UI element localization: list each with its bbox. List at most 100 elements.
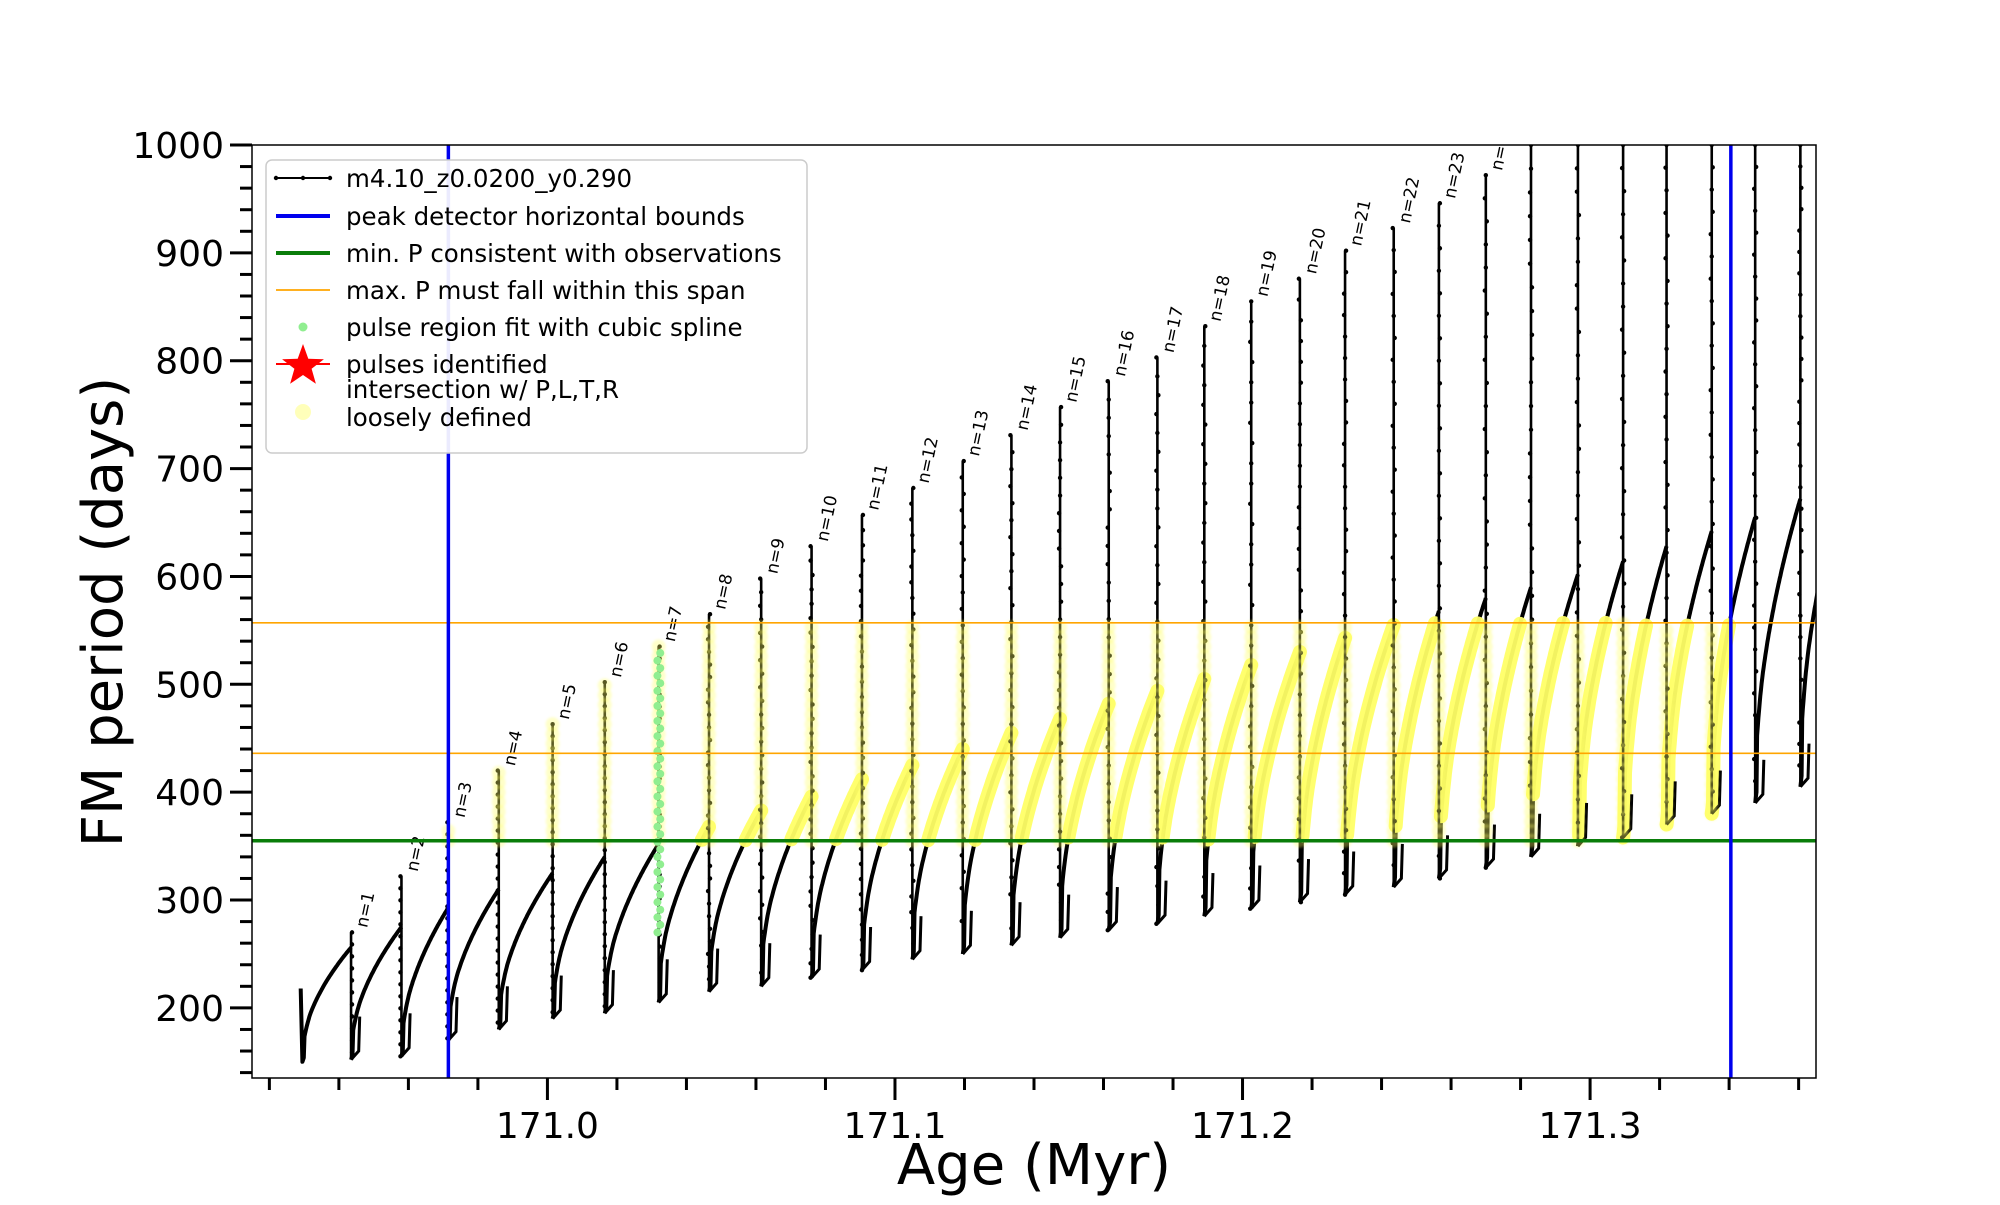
spike-point xyxy=(1202,383,1207,388)
spike-point xyxy=(1342,355,1348,361)
intersection-point xyxy=(1386,756,1401,771)
intersection-point xyxy=(1101,620,1116,635)
intersection-point xyxy=(1338,649,1353,664)
intersection-point xyxy=(1704,641,1719,656)
spike-point xyxy=(1057,440,1063,445)
intersection-band xyxy=(1480,616,1527,813)
intersection-point xyxy=(1478,649,1493,664)
intersection-point xyxy=(1197,736,1212,751)
intersection-point xyxy=(1570,639,1585,654)
intersection-point xyxy=(1478,717,1493,732)
spike-point xyxy=(1665,573,1670,578)
intersection-point xyxy=(1704,738,1719,753)
spike-point xyxy=(1297,463,1303,468)
spike-point xyxy=(1843,690,1847,694)
intersection-point xyxy=(702,814,717,829)
intersection-point xyxy=(597,697,612,712)
y-tick-label: 200 xyxy=(155,989,224,1030)
intersection-point xyxy=(955,639,970,654)
spike-point xyxy=(602,859,607,865)
spike-point xyxy=(1056,882,1062,887)
intersection-point xyxy=(754,775,769,790)
spike-point xyxy=(1574,166,1580,171)
intersection-point xyxy=(1524,649,1539,664)
spike-point xyxy=(1154,600,1159,606)
spike-point xyxy=(1390,357,1395,363)
intersection-point xyxy=(905,629,920,644)
intersection-point xyxy=(1524,717,1539,732)
spike-point xyxy=(1436,223,1442,228)
intersection-point xyxy=(1244,794,1259,809)
intersection-band xyxy=(1108,683,1165,844)
intersection-point xyxy=(1150,707,1165,722)
intersection-point xyxy=(1704,777,1719,792)
intersection-point xyxy=(1292,658,1307,673)
spike-point xyxy=(1798,313,1803,319)
spike-point xyxy=(495,936,500,941)
intersection-point xyxy=(1570,658,1585,673)
spike-point xyxy=(1842,206,1846,210)
intersection-point xyxy=(702,629,717,644)
intersection-point xyxy=(1101,736,1116,751)
spike-point xyxy=(1154,411,1159,417)
spike-point xyxy=(495,1020,500,1025)
spike-point xyxy=(1058,917,1064,923)
spike-point xyxy=(1574,306,1580,311)
intersection-point xyxy=(1478,688,1493,703)
spike-point xyxy=(1797,741,1802,747)
spike-point xyxy=(1886,267,1890,271)
intersection-point xyxy=(1101,668,1116,683)
intersection-point xyxy=(1101,756,1116,771)
intersection-point xyxy=(854,726,869,741)
intersection-point xyxy=(854,620,869,635)
intersection-point xyxy=(1338,775,1353,790)
spike-point xyxy=(859,937,865,942)
spike-point xyxy=(495,924,500,929)
intersection-point xyxy=(804,649,819,664)
intersection-point xyxy=(1101,785,1116,800)
spike-point xyxy=(1886,453,1890,457)
spike-point xyxy=(1797,763,1802,768)
spike-point xyxy=(706,964,712,969)
intersection-point xyxy=(545,765,560,780)
intersection-point xyxy=(754,629,769,644)
spike-point xyxy=(1843,521,1847,525)
spike-point xyxy=(1437,606,1443,611)
spike-point xyxy=(1008,586,1013,591)
spike-point xyxy=(495,912,500,917)
spike-point xyxy=(1343,398,1349,404)
intersection-point xyxy=(1431,814,1446,829)
spike-point xyxy=(1752,713,1758,718)
intersection-point xyxy=(1101,823,1116,838)
intersection-point xyxy=(1150,736,1165,751)
spike-point xyxy=(860,527,866,533)
spike-point xyxy=(1575,353,1581,358)
spike-point xyxy=(1437,336,1443,341)
spike-point xyxy=(1391,577,1396,582)
spike-point xyxy=(398,1042,403,1047)
spike-point xyxy=(1527,451,1533,456)
spike-point xyxy=(759,956,765,962)
spike-point xyxy=(495,948,500,953)
spike-point xyxy=(1799,699,1804,704)
intersection-point xyxy=(1150,639,1165,654)
spike-point xyxy=(1799,185,1804,190)
spike-point xyxy=(1296,858,1302,863)
spike-point xyxy=(1392,269,1397,275)
spike-point xyxy=(398,1018,403,1023)
spike-point xyxy=(1529,308,1535,314)
spike-point xyxy=(809,587,814,592)
spike-point xyxy=(959,886,964,891)
intersection-point xyxy=(905,668,920,683)
spike-point xyxy=(1799,677,1804,683)
intersection-point xyxy=(1570,765,1585,780)
spike-point xyxy=(1483,265,1489,270)
intersection-point xyxy=(1616,781,1631,796)
intersection-point xyxy=(1659,720,1674,735)
intersection-point xyxy=(1292,620,1307,635)
spike-point xyxy=(1058,422,1064,427)
spike-point xyxy=(1753,230,1759,235)
intersection-point xyxy=(905,707,920,722)
spike-point xyxy=(1885,329,1889,333)
intersection-point xyxy=(1524,785,1539,800)
